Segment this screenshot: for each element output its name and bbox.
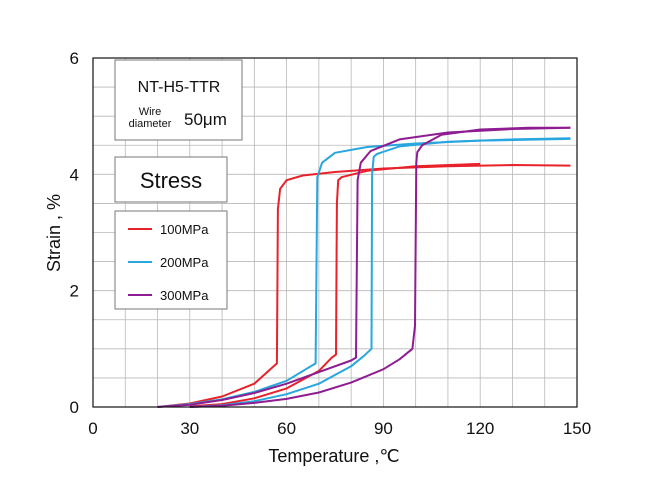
legend-frame — [114, 210, 228, 310]
wire-label-bottom: diameter — [129, 118, 172, 130]
y-tick-label: 6 — [70, 49, 79, 68]
series-layer — [157, 126, 571, 408]
wire-label-top: Wire — [139, 106, 162, 118]
y-tick-label: 4 — [70, 165, 79, 184]
legend-label: 300MPa — [160, 288, 209, 303]
y-tick-label: 2 — [70, 282, 79, 301]
legend: 100MPa 200MPa 300MPa — [114, 210, 228, 310]
x-tick-label: 150 — [563, 419, 591, 438]
x-axis-label: Temperature ,℃ — [268, 446, 399, 466]
wire-diameter-value: 50μm — [184, 110, 227, 129]
info-box: NT-H5-TTR Wire diameter 50μm — [114, 59, 243, 141]
series-line-300MPa-heating — [157, 126, 571, 408]
x-tick-labels: 0 30 60 90 120 150 — [88, 419, 591, 438]
legend-label: 200MPa — [160, 255, 209, 270]
y-tick-labels: 0 2 4 6 — [70, 49, 79, 417]
legend-title-box: Stress — [114, 156, 228, 203]
series-line-100MPa-cooling — [189, 162, 481, 408]
plot-frame — [92, 57, 578, 408]
x-tick-label: 0 — [88, 419, 97, 438]
series-line-200MPa-cooling — [189, 137, 571, 408]
legend-title-frame — [114, 156, 228, 203]
x-tick-label: 90 — [374, 419, 393, 438]
x-tick-label: 30 — [180, 419, 199, 438]
model-name: NT-H5-TTR — [138, 79, 221, 96]
x-tick-label: 120 — [466, 419, 494, 438]
legend-title: Stress — [140, 168, 202, 193]
y-tick-label: 0 — [70, 398, 79, 417]
info-box-frame — [114, 59, 243, 141]
x-tick-label: 60 — [277, 419, 296, 438]
series-line-300MPa-cooling — [189, 126, 571, 408]
y-axis-label: Strain , % — [44, 194, 64, 272]
series-line-100MPa-heating — [157, 164, 571, 408]
legend-label: 100MPa — [160, 222, 209, 237]
